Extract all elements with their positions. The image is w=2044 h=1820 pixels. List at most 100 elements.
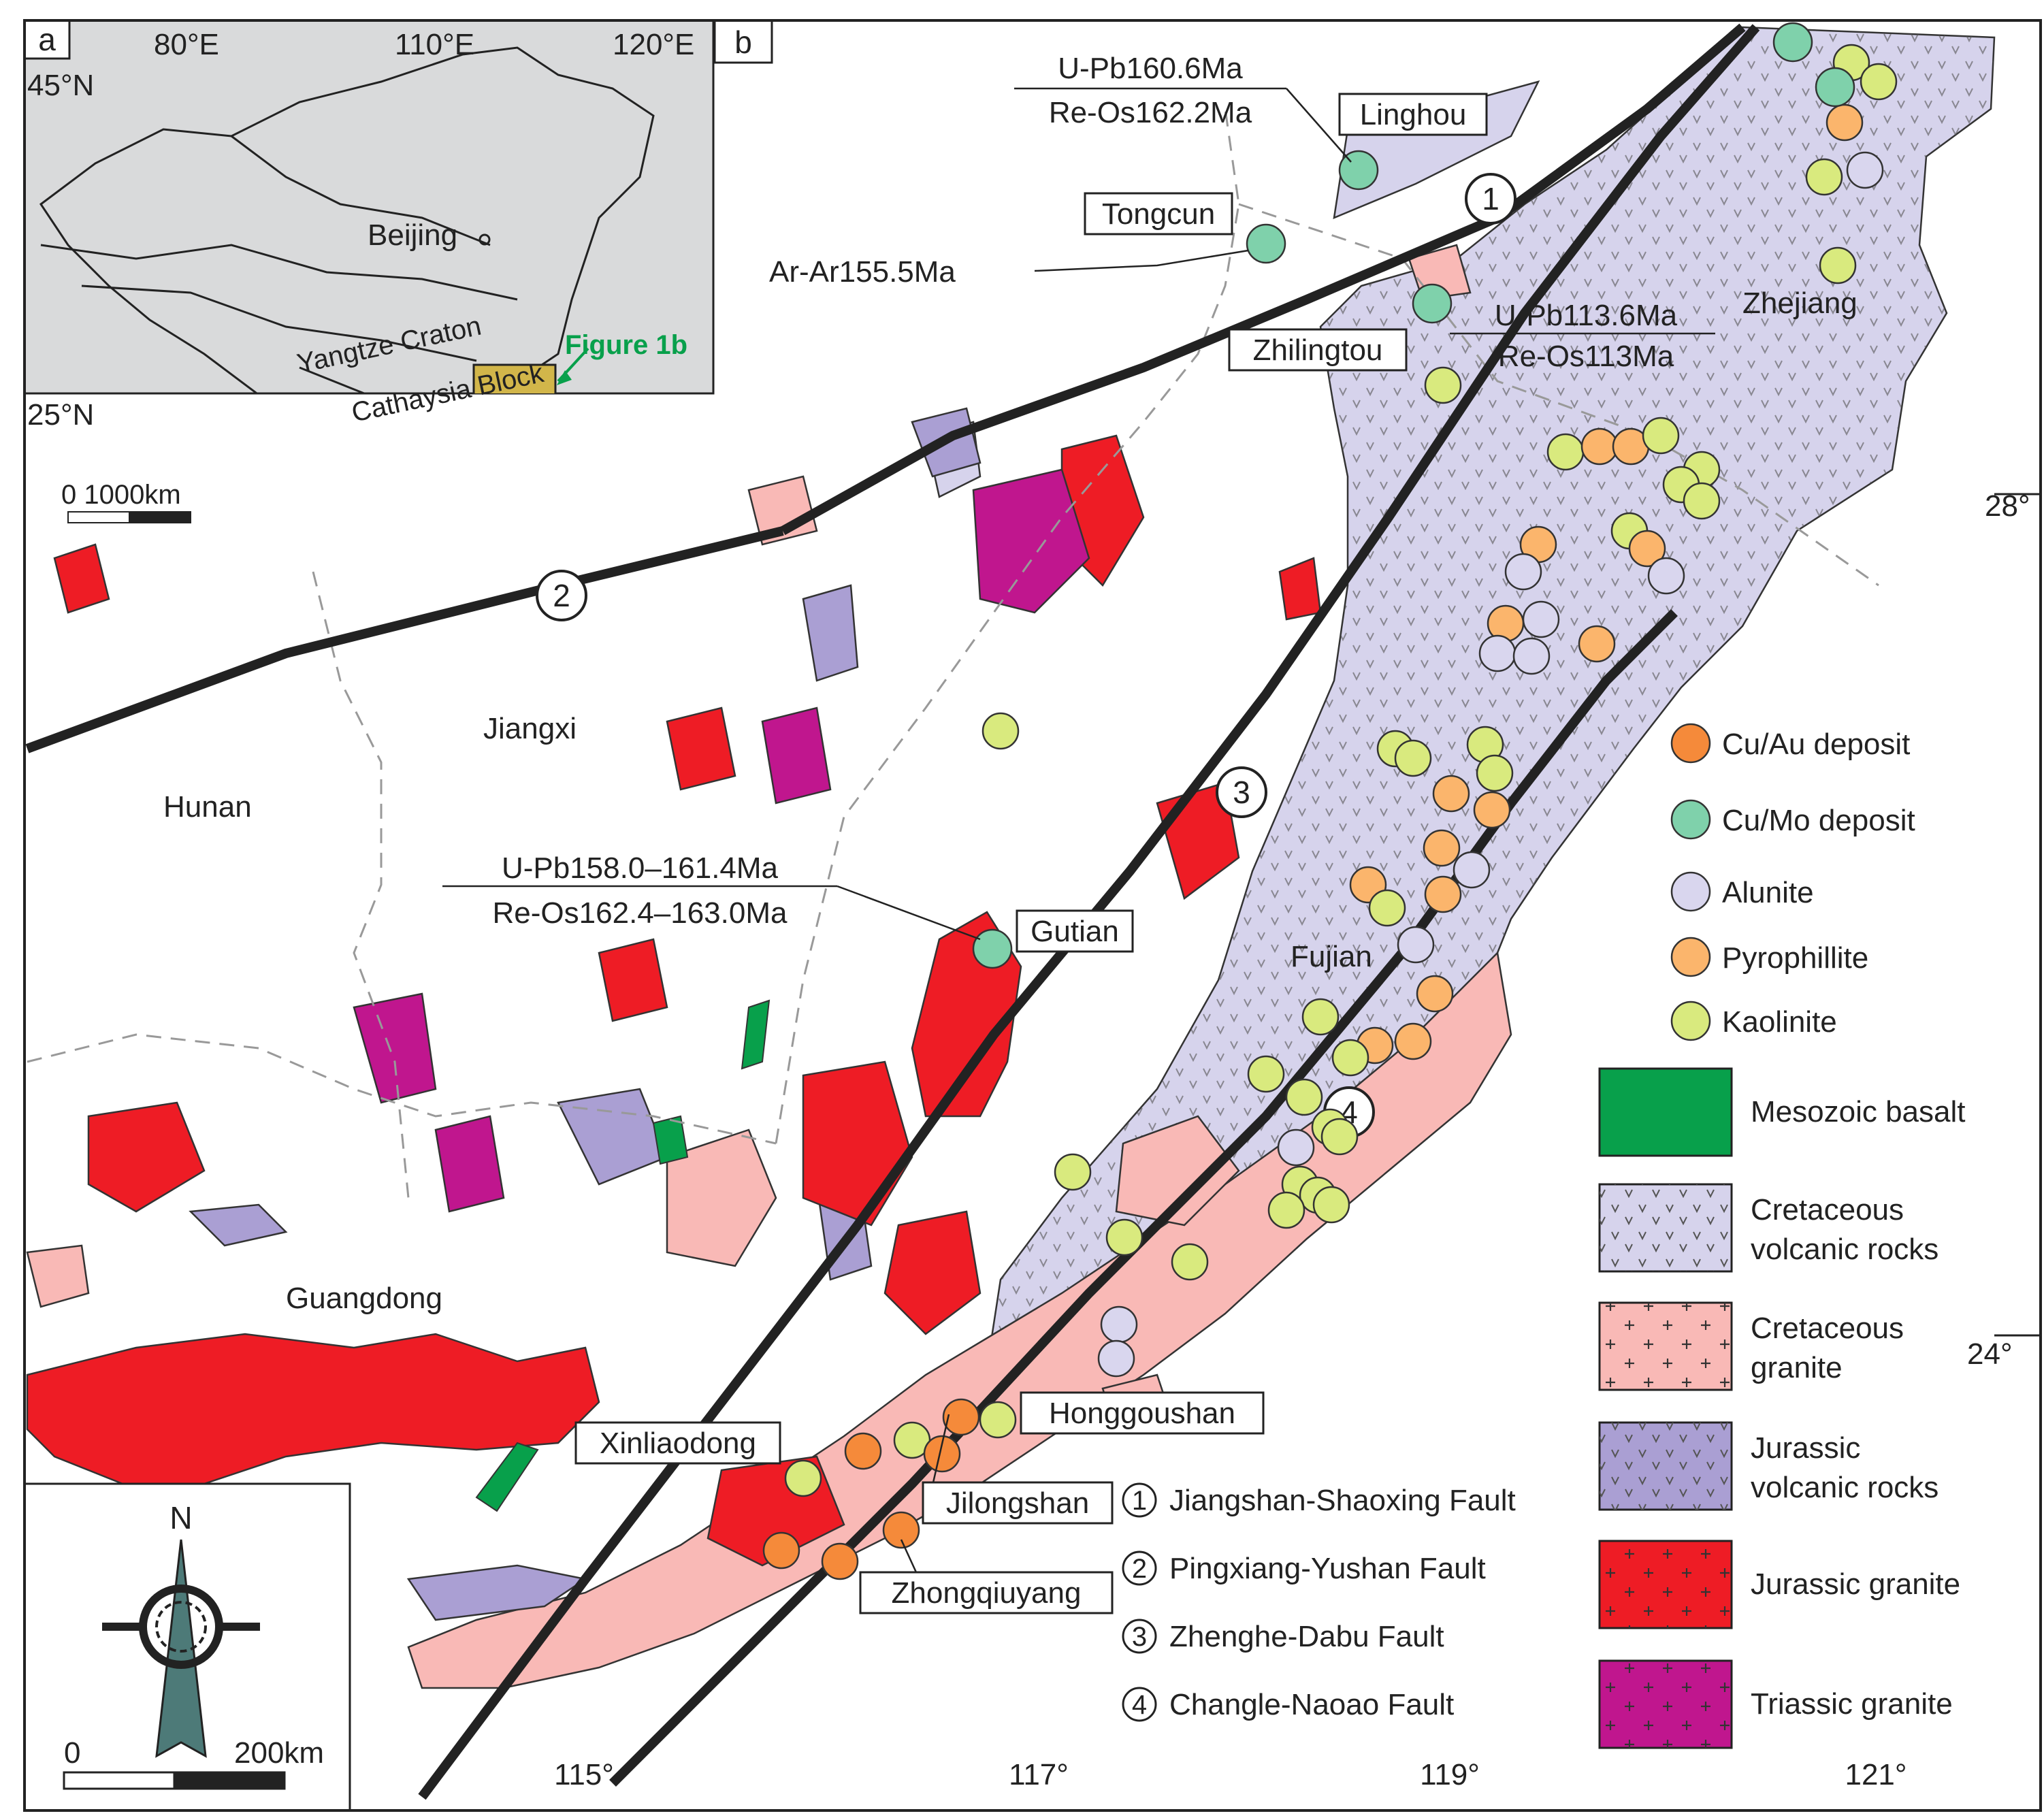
- svg-text:0 1000km: 0 1000km: [61, 480, 181, 510]
- deposit-label-zhilingtou: Zhilingtou: [1228, 328, 1408, 372]
- svg-text:119°: 119°: [1420, 1758, 1480, 1791]
- svg-text:1: 1: [1482, 181, 1499, 216]
- age-tongcun-arar: Ar-Ar155.5Ma: [769, 255, 956, 289]
- svg-text:24°: 24°: [1967, 1337, 2013, 1371]
- deposit-label-honggoushan: Honggoushan: [1020, 1391, 1265, 1435]
- svg-text:Honggoushan: Honggoushan: [1049, 1397, 1235, 1430]
- fault-marker-2: 2: [536, 570, 587, 621]
- legend-kaolinite: Kaolinite: [1670, 1001, 1837, 1041]
- legend-alunite: Alunite: [1670, 871, 1814, 912]
- graticule-labels: 28° 24° 115° 117° 119° 121°: [554, 489, 2041, 1791]
- panel-b-geology: 1 2 3 4: [25, 22, 1996, 1800]
- svg-text:117°: 117°: [1009, 1758, 1069, 1791]
- svg-text:Jiangshan-Shaoxing Fault: Jiangshan-Shaoxing Fault: [1169, 1484, 1516, 1517]
- svg-text:Changle-Naoao Fault: Changle-Naoao Fault: [1169, 1688, 1454, 1721]
- age-gutian-upb: U-Pb158.0–161.4Ma: [502, 851, 779, 885]
- fault-marker-3: 3: [1216, 766, 1267, 818]
- svg-text:Kaolinite: Kaolinite: [1722, 1005, 1837, 1039]
- legend-cu-mo: Cu/Mo deposit: [1670, 799, 1915, 840]
- age-linghou-reos: Re-Os162.2Ma: [1049, 96, 1252, 129]
- legend-pyrophillite: Pyrophillite: [1670, 937, 1868, 977]
- legend-jurassic-granite: Jurassic granite: [1598, 1540, 1960, 1629]
- legend-cu-au: Cu/Au deposit: [1670, 723, 1910, 764]
- fault-list: 1 Jiangshan-Shaoxing Fault 2 Pingxiang-Y…: [1122, 1482, 1516, 1722]
- legend-mesozoic-basalt: Mesozoic basalt: [1598, 1067, 1965, 1157]
- panel-b-label: b: [713, 19, 773, 64]
- svg-text:Jilongshan: Jilongshan: [946, 1486, 1089, 1520]
- lon-80e: 80°E: [154, 28, 219, 61]
- svg-text:Xinliaodong: Xinliaodong: [600, 1427, 756, 1460]
- deposit-label-jilongshan: Jilongshan: [922, 1481, 1114, 1525]
- svg-text:2: 2: [553, 578, 570, 613]
- age-gutian-reos: Re-Os162.4–163.0Ma: [493, 896, 788, 930]
- svg-text:b: b: [734, 25, 752, 60]
- svg-text:Pingxiang-Yushan Fault: Pingxiang-Yushan Fault: [1169, 1552, 1486, 1585]
- north-label: N: [169, 1500, 192, 1535]
- svg-text:1: 1: [1132, 1486, 1147, 1516]
- legend-cretaceous-granite: Cretaceous granite: [1598, 1301, 1904, 1391]
- lat-45n: 45°N: [27, 69, 94, 102]
- label-beijing: Beijing: [368, 218, 457, 252]
- alteration-points: [762, 44, 1898, 1580]
- svg-text:Linghou: Linghou: [1360, 98, 1467, 131]
- svg-text:Gutian: Gutian: [1031, 915, 1119, 948]
- label-guangdong: Guangdong: [286, 1282, 442, 1315]
- label-jiangxi: Jiangxi: [483, 712, 577, 745]
- china-outline: [39, 46, 655, 393]
- svg-text:121°: 121°: [1845, 1758, 1907, 1791]
- deposit-label-zhongqiuyang: Zhongqiuyang: [859, 1571, 1114, 1614]
- leader-lines: [442, 87, 1715, 1573]
- svg-text:Pyrophillite: Pyrophillite: [1722, 941, 1868, 975]
- age-zhilingtou-upb: U-Pb113.6Ma: [1495, 299, 1678, 332]
- fault-2-line: [25, 526, 784, 753]
- svg-text:granite: granite: [1751, 1351, 1843, 1384]
- svg-text:3: 3: [1132, 1622, 1147, 1652]
- age-zhilingtou-reos: Re-Os113Ma: [1498, 340, 1674, 373]
- fault-marker-1: 1: [1465, 173, 1516, 225]
- label-hunan: Hunan: [163, 790, 252, 824]
- lat-25n: 25°N: [27, 398, 94, 432]
- svg-text:volcanic rocks: volcanic rocks: [1751, 1471, 1938, 1504]
- jurassic-granite-guangdong: [26, 1333, 600, 1485]
- svg-text:Cretaceous: Cretaceous: [1751, 1193, 1904, 1226]
- north-arrow: [155, 1539, 207, 1758]
- fault-4-line: [609, 609, 1678, 1787]
- svg-text:Zhongqiuyang: Zhongqiuyang: [892, 1576, 1082, 1610]
- svg-text:115°: 115°: [554, 1758, 614, 1791]
- svg-text:Tongcun: Tongcun: [1102, 197, 1215, 231]
- svg-text:Zhilingtou: Zhilingtou: [1253, 334, 1383, 367]
- svg-text:Jurassic granite: Jurassic granite: [1751, 1567, 1960, 1601]
- svg-text:Triassic granite: Triassic granite: [1751, 1687, 1953, 1721]
- age-linghou-upb: U-Pb160.6Ma: [1058, 52, 1243, 85]
- svg-text:volcanic rocks: volcanic rocks: [1751, 1233, 1938, 1266]
- svg-text:Alunite: Alunite: [1722, 876, 1814, 909]
- deposit-label-linghou: Linghou: [1338, 93, 1488, 136]
- svg-text:Jurassic: Jurassic: [1751, 1431, 1860, 1465]
- deposit-label-xinliaodong: Xinliaodong: [574, 1421, 781, 1465]
- legend-jurassic-volcanic: Jurassic volcanic rocks: [1598, 1421, 1938, 1511]
- panel-a-scale: 0 1000km: [61, 480, 191, 523]
- svg-text:2: 2: [1132, 1554, 1147, 1584]
- deposit-label-gutian: Gutian: [1016, 909, 1134, 953]
- svg-text:Cu/Au deposit: Cu/Au deposit: [1722, 728, 1910, 761]
- panel-a-label: a: [38, 22, 56, 57]
- fault-1-line: [780, 23, 1746, 536]
- north-arrow-inset: N 0 200km: [23, 1482, 351, 1812]
- lon-120e: 120°E: [613, 28, 694, 61]
- svg-text:4: 4: [1132, 1690, 1147, 1720]
- label-fujian: Fujian: [1291, 940, 1372, 973]
- svg-text:3: 3: [1233, 775, 1250, 810]
- cu-mo-deposits: [972, 22, 1855, 969]
- label-figure-1b: Figure 1b: [565, 330, 687, 360]
- svg-text:Cretaceous: Cretaceous: [1751, 1312, 1904, 1345]
- svg-text:Cu/Mo deposit: Cu/Mo deposit: [1722, 804, 1915, 837]
- svg-text:Zhenghe-Dabu Fault: Zhenghe-Dabu Fault: [1169, 1620, 1444, 1653]
- deposit-label-tongcun: Tongcun: [1084, 192, 1233, 235]
- svg-text:Mesozoic basalt: Mesozoic basalt: [1751, 1095, 1965, 1128]
- lon-110e: 110°E: [395, 28, 474, 61]
- legend-cretaceous-volcanic: Cretaceous volcanic rocks: [1598, 1183, 1938, 1273]
- figure-1b-box: [472, 363, 557, 393]
- scale-zero: 0: [64, 1736, 80, 1770]
- legend-triassic-granite: Triassic granite: [1598, 1659, 1953, 1749]
- label-zhejiang: Zhejiang: [1742, 287, 1858, 320]
